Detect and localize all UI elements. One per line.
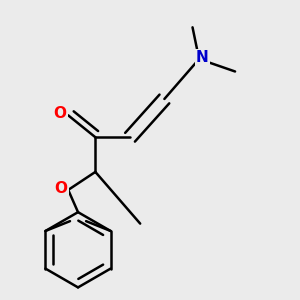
Text: O: O <box>55 181 68 196</box>
Text: N: N <box>196 50 209 65</box>
Text: O: O <box>53 106 67 121</box>
